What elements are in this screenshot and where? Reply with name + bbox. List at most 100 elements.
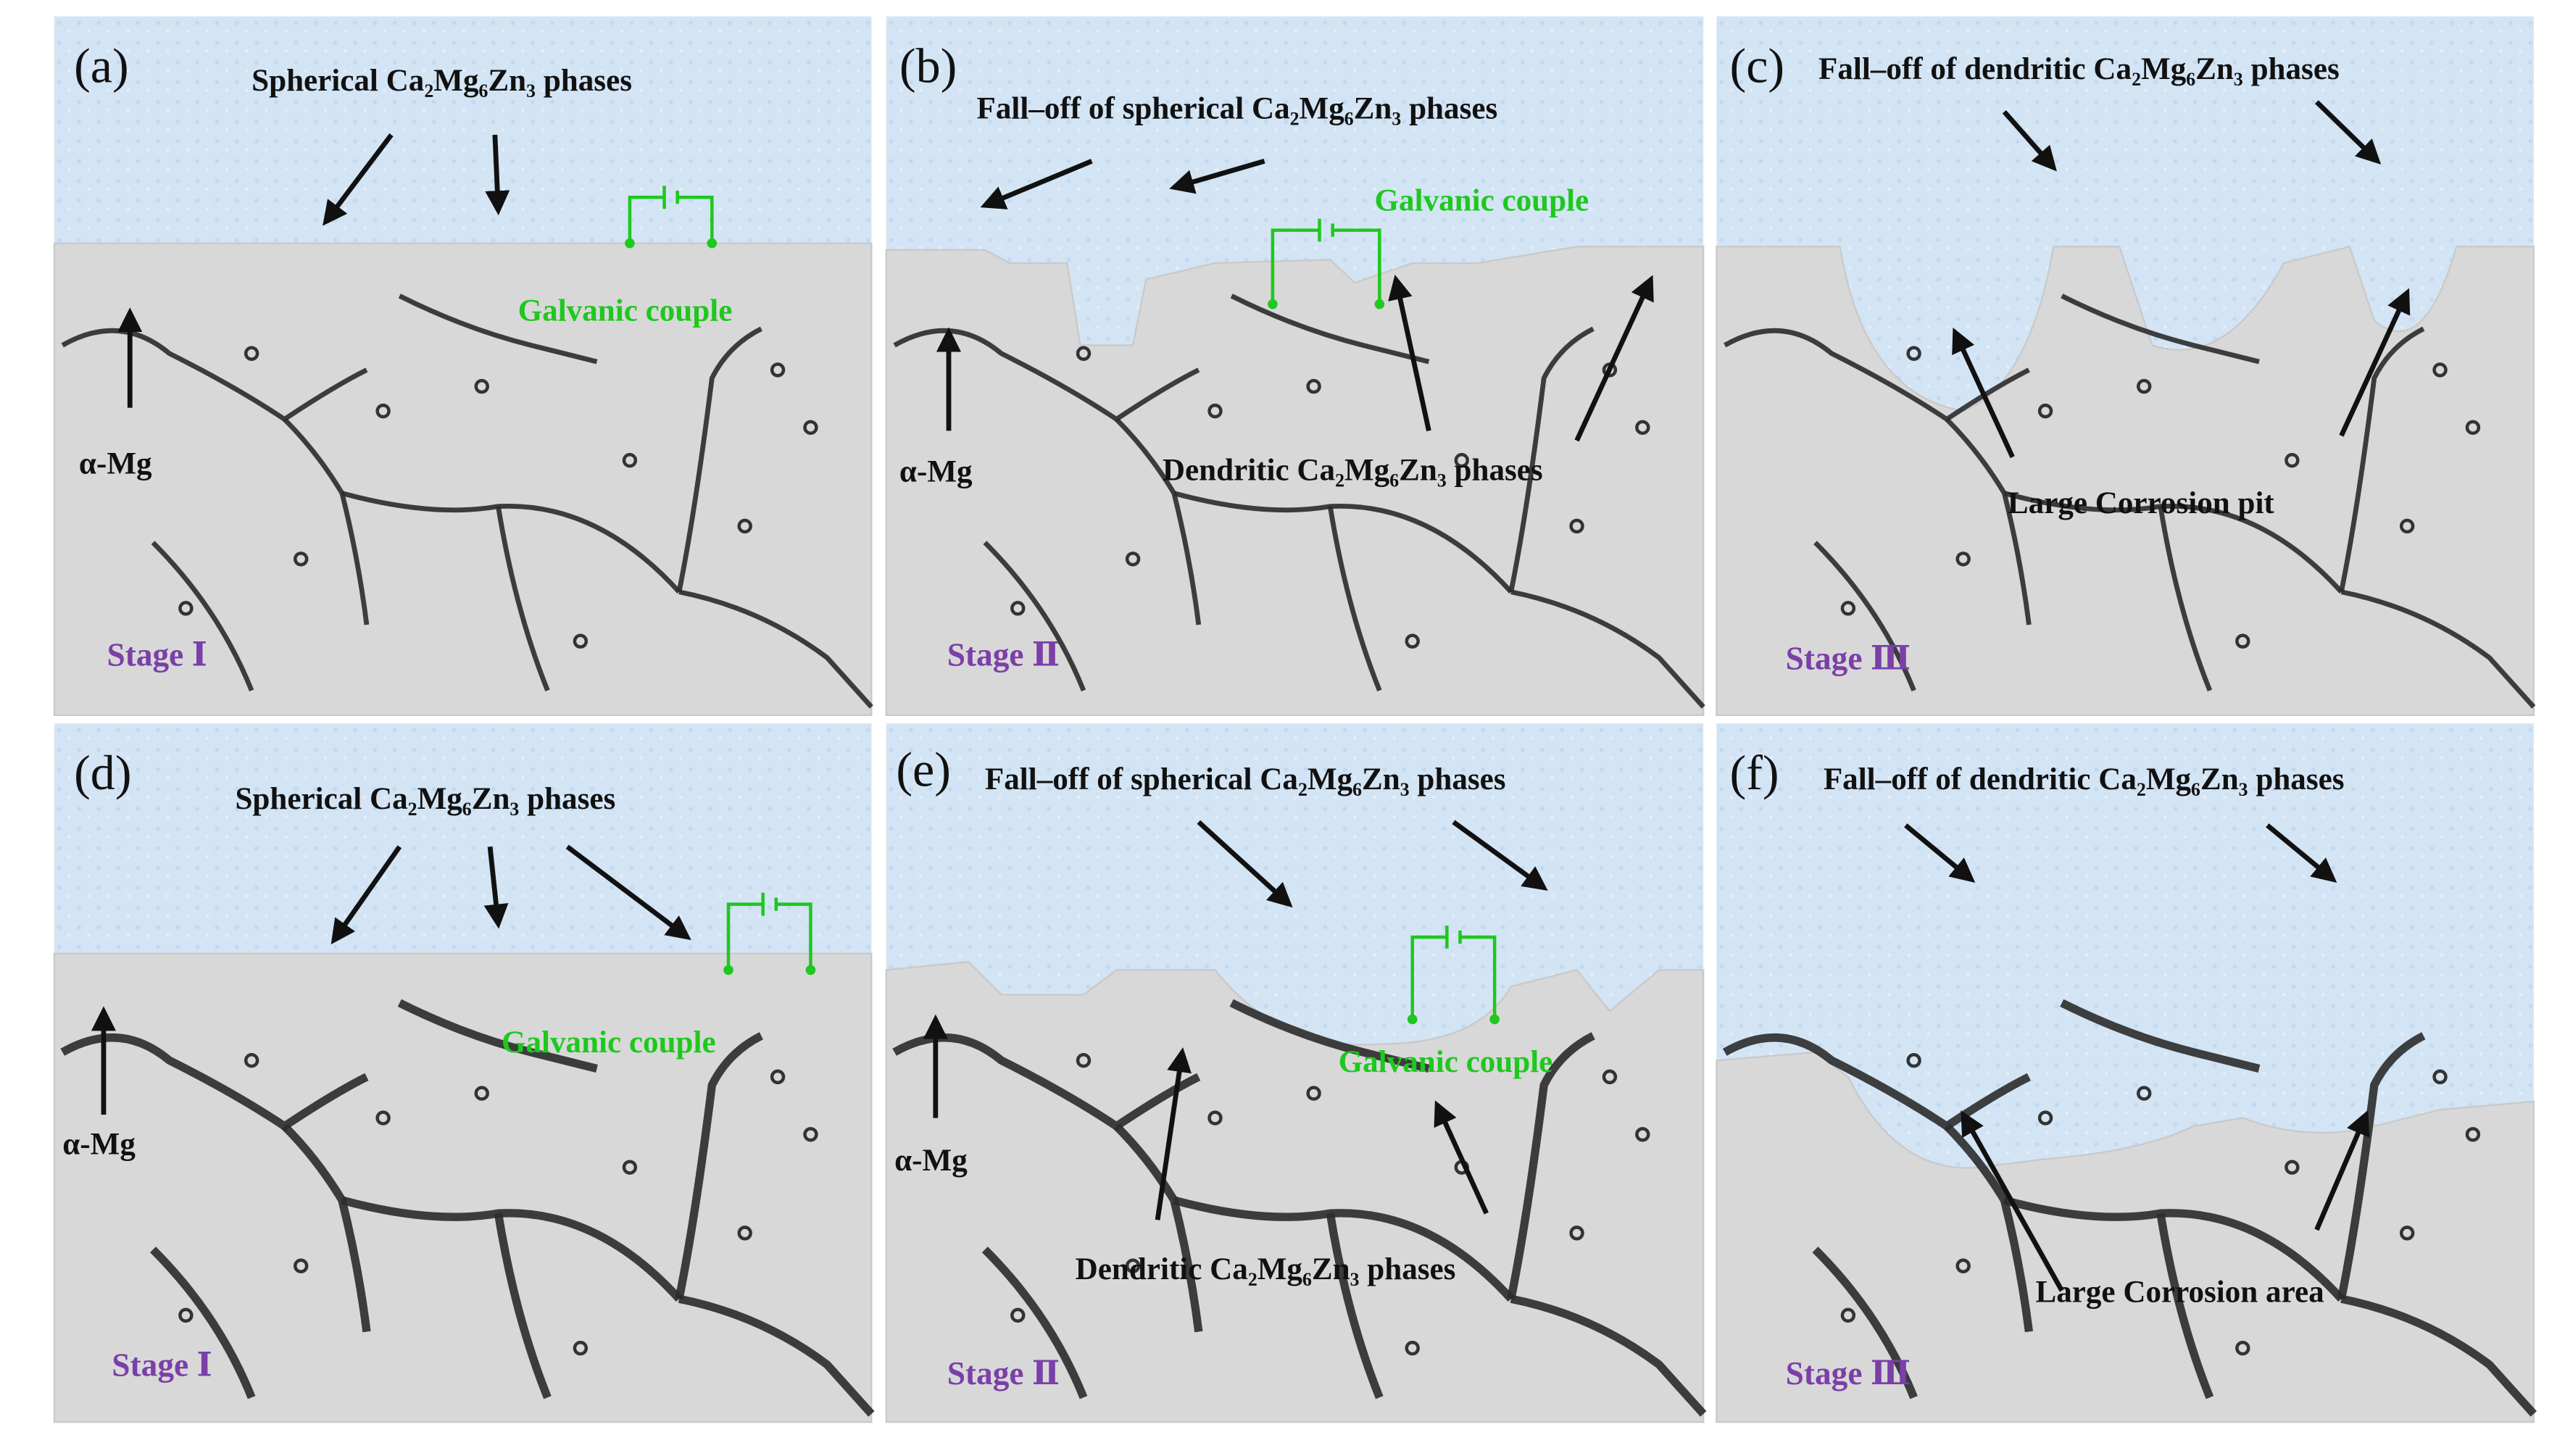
- spherical-phase: [1454, 452, 1469, 468]
- matrix-label: α-Mg: [894, 1144, 968, 1178]
- spherical-phase: [1010, 1307, 1026, 1323]
- spherical-phase: [178, 1307, 194, 1323]
- spherical-phase: [2037, 403, 2053, 419]
- spherical-phase: [1306, 1086, 1321, 1101]
- arrow: [1961, 1110, 2064, 1292]
- galvanic-symbol: [726, 892, 812, 970]
- grain-boundary: [1510, 589, 1705, 709]
- arrow: [1452, 820, 1548, 891]
- spherical-phase: [803, 420, 818, 436]
- arrow: [323, 133, 394, 226]
- panel: (d) Spherical Ca₂Mg₆Zn₃ phases Galvanic co…: [53, 723, 875, 1423]
- arrow: [331, 845, 402, 945]
- galvanic-symbol: [1410, 925, 1497, 1020]
- grain-boundary: [494, 1212, 552, 1399]
- spherical-phase: [1207, 403, 1223, 419]
- spherical-phase: [2465, 420, 2481, 436]
- grain-boundary: [675, 1032, 763, 1300]
- panel-label: (d): [74, 745, 131, 800]
- grain-boundary: [1724, 328, 2030, 423]
- spherical-phase: [375, 403, 391, 419]
- spherical-phase: [1840, 601, 1856, 616]
- stage-label: Stage Ⅱ: [947, 1355, 1060, 1391]
- stage-label: Stage Ⅱ: [947, 637, 1060, 673]
- spherical-phase: [622, 452, 638, 468]
- spherical-phase: [1306, 378, 1321, 394]
- grain-boundary: [1173, 491, 1513, 594]
- grain-boundary: [2003, 1196, 2345, 1302]
- grain-boundary: [398, 294, 598, 365]
- panel-label: (b): [899, 38, 957, 93]
- phase-label: Fall–off of dendritic Ca₂Mg₆Zn₃ phases: [1818, 52, 2340, 86]
- arrow: [1434, 1100, 1489, 1215]
- panel: (a) Spherical Ca₂Mg₆Zn₃ phases Galvanic co…: [53, 16, 873, 716]
- stage-label: Stage Ⅰ: [107, 637, 207, 673]
- grain-boundary: [2003, 491, 2343, 594]
- spherical-phase: [1569, 1226, 1584, 1241]
- spherical-phase: [737, 1226, 752, 1241]
- spherical-phase: [770, 1069, 786, 1085]
- alloy-matrix: [885, 960, 1705, 1423]
- grain-boundary: [1230, 294, 1430, 365]
- spherical-phase: [375, 1110, 391, 1126]
- phase-label: Spherical Ca₂Mg₆Zn₃ phases: [251, 64, 632, 98]
- arrow: [1904, 823, 1976, 883]
- panel: (f) Fall–off of dendritic Ca₂Mg₆Zn₃ phase…: [1716, 723, 2537, 1423]
- grain-boundary: [2340, 1294, 2537, 1417]
- spherical-phase: [2399, 518, 2415, 534]
- grain-boundary: [2340, 589, 2536, 709]
- panel-label: (c): [1730, 38, 1785, 93]
- spherical-phase: [803, 1127, 818, 1142]
- arrow: [2266, 823, 2337, 883]
- matrix-label: α-Mg: [62, 1128, 136, 1162]
- alloy-matrix: [885, 246, 1705, 716]
- grain-boundary: [2156, 1212, 2214, 1399]
- spherical-phase: [1955, 552, 1971, 567]
- arrow: [2339, 288, 2411, 437]
- arrow: [2314, 1110, 2370, 1231]
- spherical-phase: [2285, 1160, 2300, 1175]
- galvanic-node: [1374, 299, 1385, 309]
- grain-boundary: [2061, 294, 2260, 365]
- galvanic-label: Galvanic couple: [1375, 183, 1589, 217]
- spherical-phase: [1207, 1110, 1223, 1126]
- spherical-phase: [2235, 633, 2250, 649]
- dendritic-label: Dendritic Ca₂Mg₆Zn₃ phases: [1163, 453, 1543, 487]
- spherical-phase: [1635, 1127, 1650, 1142]
- grain-boundary: [678, 1294, 875, 1417]
- grain-boundary: [1812, 1247, 1918, 1399]
- grain-boundary: [2158, 506, 2213, 692]
- spherical-phase: [2235, 1340, 2250, 1356]
- grain-boundary: [341, 1196, 683, 1302]
- spherical-phase: [293, 1258, 309, 1273]
- spherical-phase: [2432, 362, 2448, 378]
- spherical-phase: [770, 362, 786, 378]
- stage-label: Stage Ⅲ: [1786, 1355, 1911, 1391]
- spherical-phase: [1076, 346, 1092, 361]
- galvanic-node: [625, 238, 635, 249]
- panel-label: (a): [74, 38, 129, 93]
- phase-label: Fall–off of dendritic Ca₂Mg₆Zn₃ phases: [1824, 762, 2345, 796]
- galvanic-node: [1489, 1014, 1500, 1025]
- grain-boundary: [1813, 541, 1916, 692]
- galvanic-label: Galvanic couple: [1339, 1045, 1553, 1079]
- spherical-phase: [2136, 378, 2152, 394]
- arrow: [2315, 100, 2382, 165]
- grain-boundary: [676, 326, 762, 593]
- spherical-phase: [573, 1340, 589, 1356]
- spherical-phase: [293, 552, 309, 567]
- spherical-phase: [474, 378, 489, 394]
- spherical-phase: [244, 1052, 259, 1068]
- arrow: [1574, 275, 1654, 442]
- grain-boundary: [678, 589, 873, 709]
- phase-label: Spherical Ca₂Mg₆Zn₃ phases: [235, 782, 615, 816]
- corrosion-label: Large Corrosion area: [2035, 1276, 2324, 1310]
- microstructure: [61, 294, 873, 709]
- arrow: [980, 159, 1093, 209]
- grain-boundary: [983, 541, 1086, 692]
- galvanic-node: [1268, 299, 1278, 309]
- grain-boundary: [981, 1247, 1088, 1399]
- grain-boundary: [341, 491, 681, 594]
- arrow: [485, 134, 510, 216]
